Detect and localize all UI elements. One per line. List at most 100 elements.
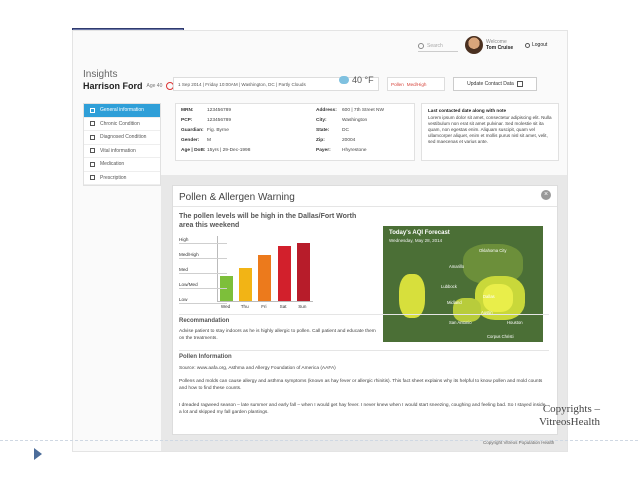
- map-city: Austin: [481, 310, 493, 315]
- clipboard-icon: [90, 134, 95, 140]
- demo-row: MRN: 123456789: [181, 108, 231, 116]
- user-label: Welcome: [486, 39, 507, 45]
- heart-icon: [90, 148, 95, 154]
- demo-value: M: [207, 138, 211, 143]
- map-city: Oklahoma City: [479, 248, 507, 253]
- chart-level-label: Med: [179, 267, 188, 272]
- demo-value: Fig. Byrne: [207, 128, 229, 133]
- chart-x-label: Sun: [298, 304, 307, 309]
- demo-value: Washington: [342, 118, 368, 123]
- logout-button[interactable]: Logout: [525, 42, 547, 48]
- update-contact-button[interactable]: Update Contact Data: [453, 77, 537, 91]
- info-source: Source: www.aafa.org, Asthma and Allergy…: [179, 366, 336, 371]
- demo-key: PCP:: [181, 118, 193, 123]
- chart-gridline: [179, 243, 227, 244]
- recommendation-title: Recommandation: [179, 318, 230, 324]
- pollen-warning-text: The pollen levels will be high in the Da…: [179, 213, 357, 229]
- contact-note-body: Lorem ipsum dolor sit amet, consectetur …: [428, 115, 552, 144]
- chart-bar: [296, 243, 310, 301]
- sidebar-item-label: General information: [100, 107, 144, 114]
- demo-key: City:: [316, 118, 327, 123]
- search-input[interactable]: Search: [418, 40, 458, 52]
- update-contact-label: Update Contact Data: [467, 81, 514, 87]
- pollen-chip[interactable]: Pollen Med/High: [387, 77, 445, 91]
- info-text: Pollens and molds can cause allergy and …: [179, 379, 543, 391]
- chart-x-label: Thu: [240, 304, 249, 309]
- modal-title: Pollen & Allergen Warning: [179, 192, 295, 203]
- map-city: Dallas: [483, 294, 495, 299]
- info-icon: [90, 107, 95, 113]
- chart-gridline: [179, 273, 227, 274]
- demo-value: 123456789: [207, 118, 232, 123]
- top-bar: Search Welcome Tom Cruise Logout: [73, 31, 567, 61]
- map-city: Midland: [447, 300, 462, 305]
- user-icon: [90, 121, 95, 127]
- footer-note: Copyright Vitreos Population Health: [483, 440, 555, 445]
- pollen-forecast-chart: High Med/High Med Low/Med Low Wed Thu Fri Sat Sun: [179, 236, 359, 312]
- chart-gridline: [179, 288, 227, 289]
- search-icon: [418, 42, 424, 49]
- contact-note-card: Last contacted date along with note Lore…: [421, 103, 559, 161]
- demo-value: Hhyrestone: [342, 148, 367, 153]
- sidebar-item-label: Vital information: [100, 147, 136, 154]
- demo-value: DC: [342, 128, 349, 133]
- demo-row: Gender: M: [181, 138, 211, 146]
- avatar[interactable]: [465, 36, 483, 54]
- demo-row: Age | DoB: 15yrs | 29-Dec-1998: [181, 148, 250, 156]
- sidebar-item-label: Medication: [100, 161, 125, 168]
- divider: [173, 206, 557, 207]
- demo-value: 20004: [342, 138, 356, 143]
- copyright-text: Copyrights – VitreosHealth: [538, 403, 600, 428]
- demo-row: PCP: 123456789: [181, 118, 231, 126]
- user-menu[interactable]: Welcome Tom Cruise: [486, 39, 513, 51]
- chart-level-label: Med/High: [179, 252, 199, 257]
- arrow-icon: [34, 448, 42, 460]
- demographics-card: MRN: 123456789 PCP: 123456789 Guardian: Fig…: [175, 103, 415, 161]
- pollen-label: Pollen: [391, 81, 404, 87]
- rx-icon: [90, 175, 95, 181]
- demo-row: State: DC: [316, 128, 349, 136]
- cloud-icon: [339, 76, 349, 84]
- demo-key: Gender:: [181, 138, 200, 143]
- demo-key: Age | DoB:: [181, 148, 206, 153]
- sidebar: General information Chronic Condition Di…: [83, 103, 161, 186]
- chart-level-label: Low: [179, 297, 188, 302]
- close-icon[interactable]: ×: [541, 190, 551, 200]
- sidebar-item-prescription[interactable]: Prescription: [84, 172, 160, 185]
- sidebar-item-label: Prescription: [100, 174, 127, 181]
- visit-info-text: 1 Sep 2014 | Friday 10:00AM | Washington…: [178, 81, 306, 87]
- power-icon: [525, 42, 530, 48]
- footer-divider: [0, 440, 638, 441]
- chart-gridline: [179, 258, 227, 259]
- demo-row: Guardian: Fig. Byrne: [181, 128, 229, 136]
- sidebar-item-vital[interactable]: Vital information: [84, 145, 160, 158]
- logout-label: Logout: [532, 42, 548, 48]
- sidebar-item-chronic[interactable]: Chronic Condition: [84, 118, 160, 131]
- calendar-icon: [516, 81, 523, 87]
- sidebar-item-diagnosed[interactable]: Diagnosed Condition: [84, 131, 160, 145]
- demo-row: Payer: Hhyrestone: [316, 148, 367, 156]
- map-city: Corpus Christi: [487, 334, 514, 339]
- demo-value: 15yrs | 29-Dec-1998: [207, 148, 251, 153]
- map-subtitle: Wednesday, May 28, 2014: [389, 238, 443, 243]
- demo-row: Zip: 20004: [316, 138, 355, 146]
- map-city: Lubbock: [441, 284, 457, 289]
- pollen-level: Med/High: [406, 81, 427, 87]
- patient-meta: Age 40: [146, 83, 163, 89]
- chart-bar: [277, 245, 291, 301]
- map-city: San Antonio: [449, 320, 472, 325]
- chart-level-label: Low/Med: [179, 282, 198, 287]
- weather: 40 °F: [339, 75, 374, 85]
- sidebar-item-general[interactable]: General information: [84, 104, 160, 118]
- chart-x-label: Wed: [220, 304, 231, 309]
- chart-bar: [239, 267, 253, 301]
- info-quote: I dreaded ragweed season – late summer a…: [179, 403, 546, 415]
- sidebar-item-medication[interactable]: Medication: [84, 158, 160, 172]
- contact-note-title: Last contacted date along with note: [428, 108, 507, 113]
- sidebar-item-label: Diagnosed Condition: [100, 134, 147, 141]
- chart-gridline: [179, 303, 227, 304]
- chart-level-label: High: [179, 237, 189, 242]
- chart-x-label: Fri: [261, 304, 267, 309]
- temperature: 40 °F: [352, 75, 374, 85]
- chart-plot-area: [217, 236, 313, 302]
